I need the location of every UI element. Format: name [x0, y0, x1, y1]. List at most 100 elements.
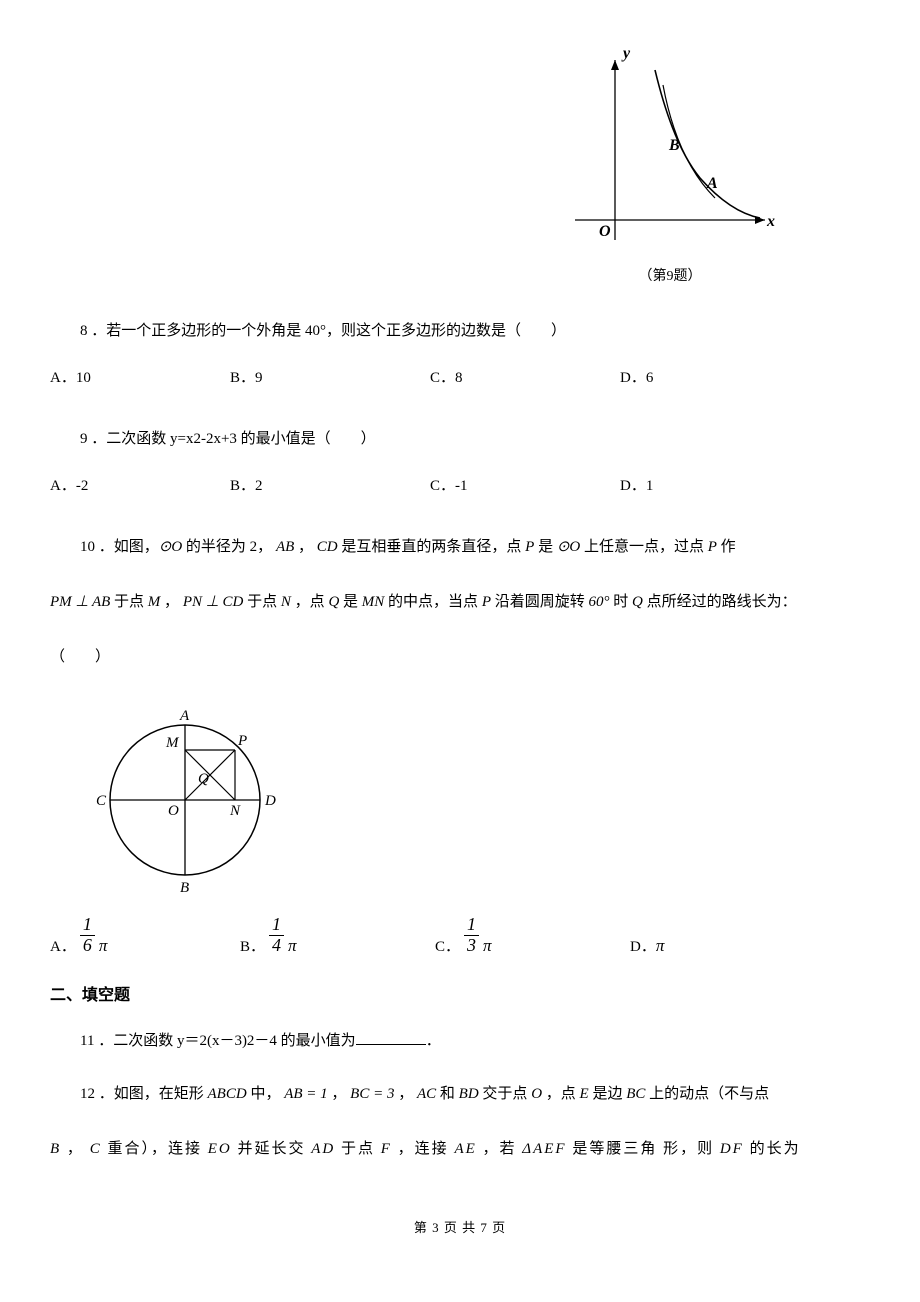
q10-t5: 上任意一点，过点 — [584, 539, 704, 555]
q11-a: 11 ．二次函数 y＝2(x－3)2－4 的最小值为 — [80, 1033, 356, 1049]
q12-f: 交于点 — [482, 1086, 527, 1102]
point-a: A — [706, 175, 718, 192]
q10-opt-c-pi: π — [483, 936, 492, 956]
q10-t11: 是 — [343, 594, 358, 610]
q10-opt-b-label: B． — [240, 935, 265, 956]
q10-Q2: Q — [632, 594, 643, 610]
q10-opt-c-num: 1 — [464, 915, 479, 936]
q10-opt-a: A． 1 6 π — [50, 915, 240, 956]
q10-t7: 于点 — [114, 594, 144, 610]
q12-C: C — [90, 1141, 102, 1157]
q10-t4: 是 — [538, 539, 553, 555]
point-b: B — [668, 137, 680, 154]
q10-opt-a-pi: π — [99, 936, 108, 956]
q10-t14: 时 — [613, 594, 628, 610]
q10-fig-B: B — [180, 880, 189, 895]
figure-q9-caption: （第9题） — [470, 265, 870, 285]
q10-opt-b-frac: 1 4 — [269, 915, 284, 956]
q12-AEF: ΔAEF — [522, 1141, 566, 1157]
axis-x-label: x — [766, 213, 775, 230]
q8-opt-c: C．8 — [430, 360, 620, 398]
q10-fig-M: M — [165, 735, 180, 751]
q12-m: 于点 — [341, 1141, 375, 1157]
q12-AE: AE — [454, 1141, 476, 1157]
q10-P1: P — [525, 539, 534, 555]
figure-q10: A B C D O M N P Q — [80, 695, 870, 900]
q10-t2: 的半径为 2， — [186, 539, 272, 555]
q12-O: O — [531, 1086, 542, 1102]
q9-options: A．-2 B．2 C．-1 D．1 — [50, 468, 870, 506]
q10-t10: ，点 — [295, 594, 325, 610]
q11-blank — [356, 1030, 426, 1045]
q10-circO2: ⊙O — [557, 539, 580, 555]
q11-b: ． — [426, 1033, 441, 1049]
q8-opt-d: D．6 — [620, 360, 770, 398]
q10-opt-b-pi: π — [288, 936, 297, 956]
q12-c: ， — [331, 1086, 346, 1102]
q12-ABCD: ABCD — [208, 1086, 247, 1102]
q8-opt-b: B．9 — [230, 360, 430, 398]
q8-options: A．10 B．9 C．8 D．6 — [50, 360, 870, 398]
q10-opt-d: D． π — [630, 935, 780, 956]
q10-opt-c-den: 3 — [464, 936, 479, 956]
q10-fig-A: A — [179, 708, 190, 724]
q10-fig-O: O — [168, 803, 179, 819]
q11-stem: 11 ．二次函数 y＝2(x－3)2－4 的最小值为 ． — [50, 1020, 870, 1062]
q10-circO: ⊙O — [159, 539, 182, 555]
q12-BC3: BC = 3 — [350, 1086, 394, 1102]
q10-P2: P — [708, 539, 717, 555]
q12-i: 上的动点（不与点 — [649, 1086, 769, 1102]
q10-60: 60° — [589, 594, 610, 610]
q10-CD: CD — [317, 539, 338, 555]
q10-fig-D: D — [264, 793, 276, 809]
q12-k: 重合），连接 — [107, 1141, 202, 1157]
q8-stem: 8 ．若一个正多边形的一个外角是 40°，则这个正多边形的边数是（ ） — [50, 310, 870, 352]
q12-a: 12 ．如图，在矩形 — [80, 1086, 204, 1102]
q12-l: 并延长交 — [237, 1141, 305, 1157]
origin-label: O — [599, 223, 611, 240]
q10-N: N — [281, 594, 291, 610]
q12-b: 中， — [250, 1086, 280, 1102]
q10-opt-c: C． 1 3 π — [435, 915, 630, 956]
q12-AB1: AB = 1 — [284, 1086, 327, 1102]
q12-j: ， — [67, 1141, 84, 1157]
q10-stem-2: PM ⊥ AB 于点 M ， PN ⊥ CD 于点 N ，点 Q 是 MN 的中… — [50, 580, 870, 625]
q12-B: B — [50, 1141, 61, 1157]
q10-t15: 点所经过的路线长为： — [647, 594, 797, 610]
q10-fig-N: N — [229, 803, 241, 819]
q12-AD: AD — [311, 1141, 335, 1157]
q10-opt-b-num: 1 — [269, 915, 284, 936]
q12-n: ，连接 — [398, 1141, 449, 1157]
q12-g: ，点 — [546, 1086, 576, 1102]
q10-fig-Q: Q — [198, 771, 209, 787]
q10-opt-c-label: C． — [435, 935, 460, 956]
q10-t6: 作 — [721, 539, 736, 555]
q12-BC: BC — [626, 1086, 645, 1102]
q9-svg: y x O B A — [555, 50, 785, 260]
q12-h: 是边 — [592, 1086, 622, 1102]
q12-F: F — [381, 1141, 392, 1157]
q12-E: E — [580, 1086, 589, 1102]
q10-opt-d-label: D． — [630, 935, 656, 956]
q10-stem: 10 ．如图，⊙O 的半径为 2， AB ， CD 是互相垂直的两条直径，点 P… — [50, 525, 870, 570]
q10-fig-P: P — [237, 733, 247, 749]
q10-t12: 的中点，当点 — [388, 594, 478, 610]
q9-opt-c: C．-1 — [430, 468, 620, 506]
q10-t13: 沿着圆周旋转 — [495, 594, 585, 610]
q10-t3: 是互相垂直的两条直径，点 — [341, 539, 521, 555]
q10-paren: （ ） — [50, 635, 870, 680]
q8-opt-a: A．10 — [50, 360, 230, 398]
q10-M: M — [148, 594, 161, 610]
q10-t8: ， — [164, 594, 179, 610]
q12-AC: AC — [417, 1086, 436, 1102]
q12-BD: BD — [459, 1086, 479, 1102]
q10-opt-a-label: A． — [50, 935, 76, 956]
q10-MN: MN — [362, 594, 385, 610]
q12-EO: EO — [208, 1141, 232, 1157]
q12-q: 的长为 — [750, 1141, 801, 1157]
q9-opt-a: A．-2 — [50, 468, 230, 506]
q10-options: A． 1 6 π B． 1 4 π C． 1 3 π D． π — [50, 915, 870, 956]
q10-PMAB: PM ⊥ AB — [50, 594, 110, 610]
q10-svg: A B C D O M N P Q — [80, 695, 290, 895]
q10-opt-d-pi: π — [656, 936, 665, 956]
